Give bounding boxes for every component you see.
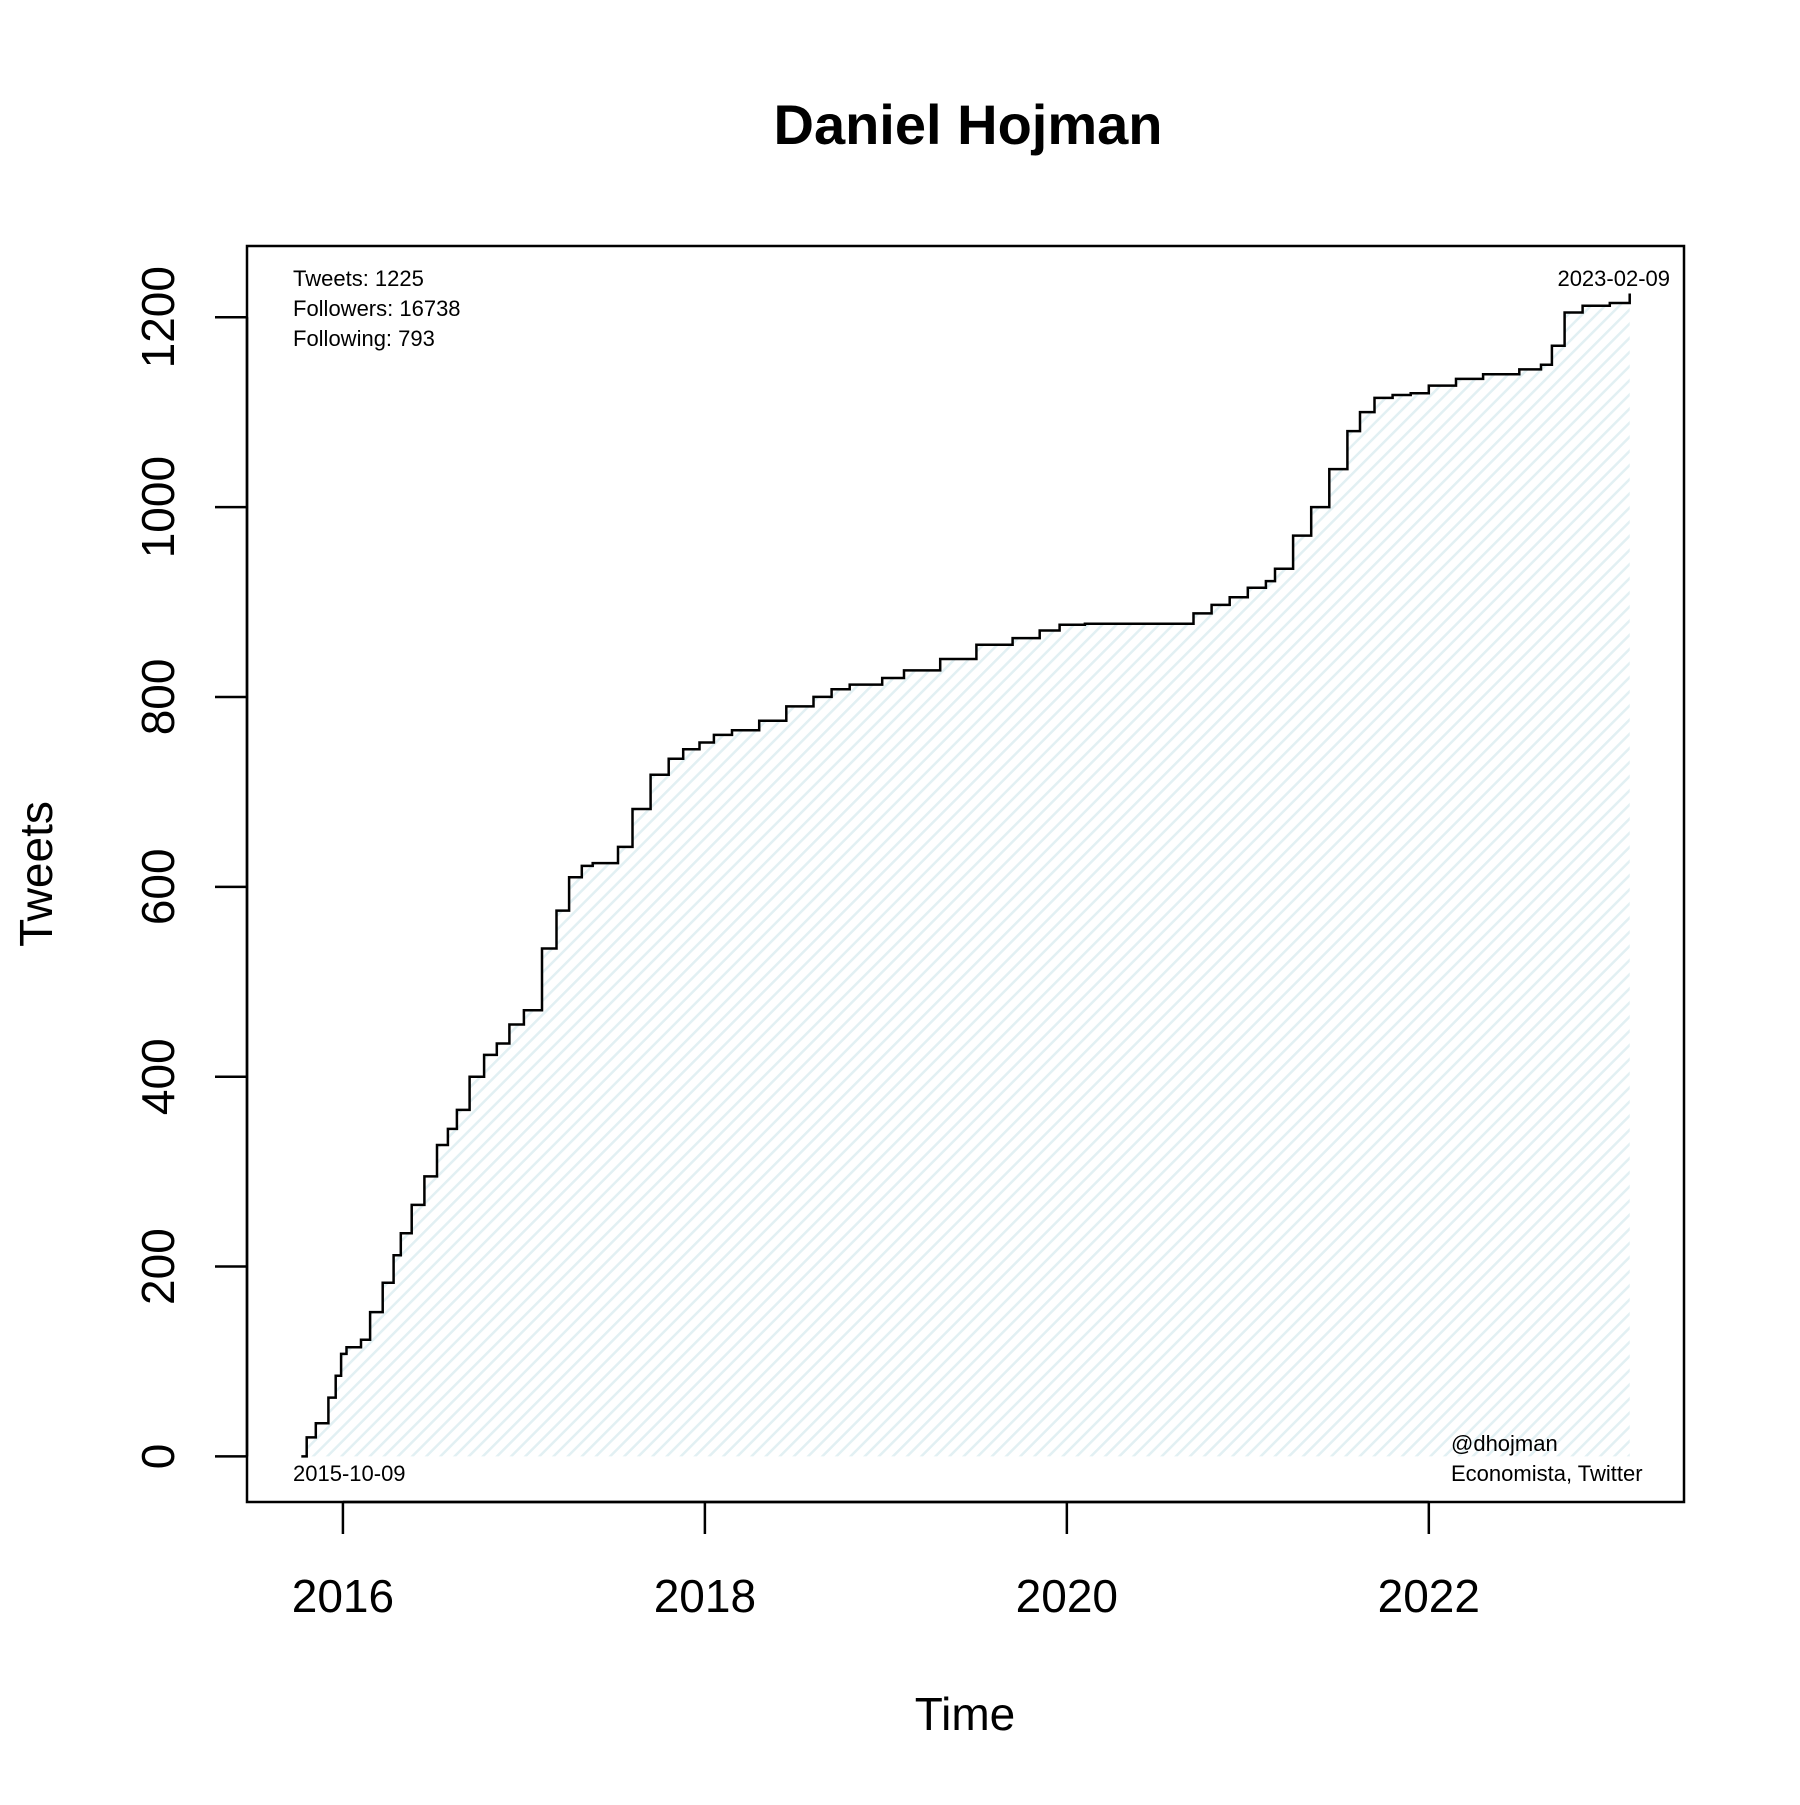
- stat-followers: Followers: 16738: [293, 296, 461, 321]
- line-layer: [301, 293, 1631, 1458]
- end-date-label: 2023-02-09: [1557, 266, 1670, 291]
- stat-tweets: Tweets: 1225: [293, 266, 424, 291]
- y-axis: 0 200 400 600 800 1000 1200: [132, 266, 249, 1470]
- x-tick-label-2022: 2022: [1378, 1570, 1480, 1622]
- chart-title: Daniel Hojman: [774, 93, 1163, 156]
- credit-source: Economista, Twitter: [1451, 1461, 1643, 1486]
- y-tick-label-0: 0: [132, 1444, 184, 1470]
- y-tick-label-600: 600: [132, 848, 184, 925]
- tweets-cumulative-line: [301, 293, 1631, 1458]
- x-axis-title: Time: [915, 1688, 1016, 1740]
- area-layer: [301, 293, 1630, 1457]
- start-date-label: 2015-10-09: [293, 1461, 406, 1486]
- tweets-area-fill: [301, 293, 1630, 1457]
- y-tick-label-800: 800: [132, 659, 184, 736]
- y-tick-label-1200: 1200: [132, 266, 184, 368]
- y-tick-label-200: 200: [132, 1228, 184, 1305]
- x-tick-label-2016: 2016: [292, 1570, 394, 1622]
- x-axis: 2016 2018 2020 2022: [292, 1500, 1480, 1622]
- y-tick-label-400: 400: [132, 1038, 184, 1115]
- stat-following: Following: 793: [293, 326, 435, 351]
- credit-handle: @dhojman: [1451, 1431, 1558, 1456]
- y-tick-label-1000: 1000: [132, 456, 184, 558]
- x-tick-label-2020: 2020: [1016, 1570, 1118, 1622]
- y-axis-title: Tweets: [10, 801, 62, 947]
- x-tick-label-2018: 2018: [654, 1570, 756, 1622]
